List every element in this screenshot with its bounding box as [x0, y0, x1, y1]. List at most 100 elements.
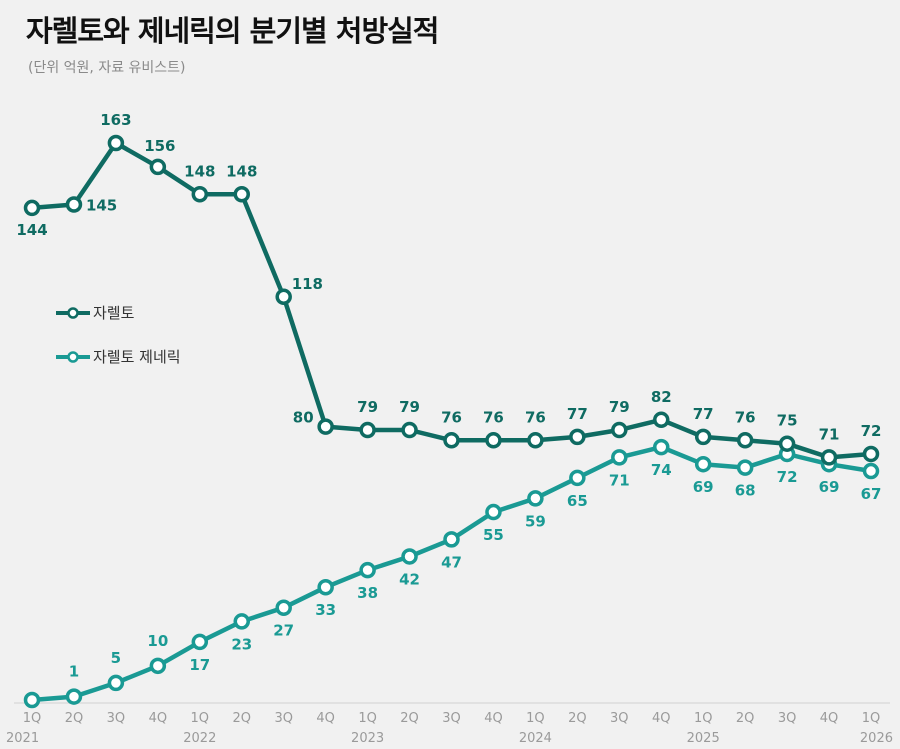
legend-label: 자렐토 제네릭 [93, 348, 181, 366]
x-tick-label: 2Q [568, 711, 587, 726]
x-tick-label: 4Q [652, 711, 671, 726]
x-tick-label: 2Q [65, 711, 84, 726]
x-tick-label: 1Q [23, 711, 42, 726]
data-point-0-7 [317, 418, 334, 435]
x-tick-label: 4Q [820, 711, 839, 726]
data-point-1-16 [694, 455, 712, 473]
data-point-0-8 [359, 421, 376, 439]
data-label-0-12: 76 [525, 408, 546, 426]
legend-marker-icon [67, 351, 79, 363]
data-label-1-19: 69 [819, 478, 840, 496]
data-point-1-13 [569, 469, 586, 487]
data-point-0-14 [611, 421, 628, 439]
data-point-0-1 [65, 196, 83, 213]
x-tick-label: 4Q [149, 711, 168, 726]
data-point-1-7 [317, 578, 334, 596]
data-point-0-12 [527, 432, 544, 449]
data-point-1-8 [359, 561, 376, 579]
data-point-0-19 [820, 449, 838, 466]
data-label-1-6: 27 [273, 622, 294, 640]
data-label-0-7: 80 [293, 409, 314, 427]
data-label-1-3: 10 [147, 632, 168, 650]
data-point-0-16 [694, 428, 712, 446]
data-label-1-16: 69 [693, 478, 714, 496]
data-point-0-18 [778, 435, 796, 452]
data-label-0-9: 79 [399, 398, 420, 416]
data-label-0-0: 144 [16, 221, 47, 239]
data-point-1-5 [233, 613, 250, 630]
data-label-0-10: 76 [441, 408, 462, 426]
data-point-1-6 [275, 599, 292, 616]
data-point-0-10 [443, 432, 460, 449]
data-point-1-17 [736, 459, 754, 476]
data-label-0-15: 82 [651, 388, 672, 406]
data-point-1-9 [401, 548, 418, 565]
data-label-1-18: 72 [777, 468, 798, 486]
data-label-0-2: 163 [100, 111, 131, 129]
x-year-label: 2025 [687, 731, 720, 746]
x-tick-label: 2Q [232, 711, 251, 726]
data-point-1-4 [191, 633, 209, 651]
data-label-1-1: 1 [69, 663, 79, 681]
data-point-1-0 [23, 691, 41, 709]
data-label-0-13: 77 [567, 405, 588, 423]
x-tick-label: 2Q [400, 711, 419, 726]
data-label-0-5: 148 [226, 162, 257, 180]
data-label-1-8: 38 [357, 584, 378, 602]
x-tick-label: 1Q [694, 711, 713, 726]
data-label-1-11: 55 [483, 526, 504, 544]
data-label-1-13: 65 [567, 492, 588, 510]
data-label-1-12: 59 [525, 512, 546, 530]
x-tick-label: 4Q [316, 711, 335, 726]
x-tick-label: 1Q [526, 711, 545, 726]
data-label-1-10: 47 [441, 553, 462, 571]
data-point-1-11 [485, 503, 502, 521]
legend-label: 자렐토 [93, 304, 135, 322]
data-point-1-2 [107, 674, 125, 692]
data-label-1-9: 42 [399, 570, 420, 588]
data-label-1-7: 33 [315, 601, 336, 619]
data-point-0-20 [862, 445, 880, 463]
data-label-0-1: 145 [86, 197, 117, 215]
data-label-1-15: 74 [651, 461, 672, 479]
data-label-1-17: 68 [735, 482, 756, 500]
x-tick-label: 3Q [274, 711, 293, 726]
data-label-0-3: 156 [144, 137, 175, 155]
data-label-0-6: 118 [292, 275, 323, 293]
data-point-1-15 [653, 438, 670, 456]
data-point-1-20 [862, 462, 880, 480]
data-label-0-14: 79 [609, 398, 630, 416]
data-point-0-5 [233, 186, 250, 203]
data-point-0-3 [149, 158, 167, 176]
data-point-0-4 [191, 186, 209, 203]
data-label-1-20: 67 [861, 485, 882, 503]
data-label-0-16: 77 [693, 405, 714, 423]
chart-subtitle: (단위 억원, 자료 유비스트) [28, 60, 186, 76]
data-point-0-15 [653, 411, 670, 429]
x-tick-label: 1Q [862, 711, 881, 726]
data-label-0-4: 148 [184, 162, 215, 180]
x-tick-label: 3Q [778, 711, 797, 726]
data-label-0-19: 71 [819, 425, 840, 443]
x-tick-label: 3Q [442, 711, 461, 726]
data-point-1-10 [443, 531, 460, 548]
chart-title: 자렐토와 제네릭의 분기별 처방실적 [26, 14, 439, 48]
x-tick-label: 3Q [610, 711, 629, 726]
data-label-1-5: 23 [231, 635, 252, 653]
x-year-label: 2024 [519, 731, 552, 746]
x-tick-label: 2Q [736, 711, 755, 726]
data-point-0-9 [401, 421, 418, 439]
legend-item-0: 자렐토 [56, 304, 135, 322]
data-point-1-1 [65, 688, 83, 705]
x-year-label: 2022 [183, 731, 216, 746]
legend-item-1: 자렐토 제네릭 [56, 348, 181, 366]
x-tick-label: 1Q [191, 711, 210, 726]
data-label-0-8: 79 [357, 398, 378, 416]
x-year-label: 2023 [351, 731, 384, 746]
x-year-label: 2021 [6, 731, 39, 746]
x-tick-label: 3Q [107, 711, 126, 726]
data-label-0-17: 76 [735, 408, 756, 426]
x-tick-label: 1Q [358, 711, 377, 726]
